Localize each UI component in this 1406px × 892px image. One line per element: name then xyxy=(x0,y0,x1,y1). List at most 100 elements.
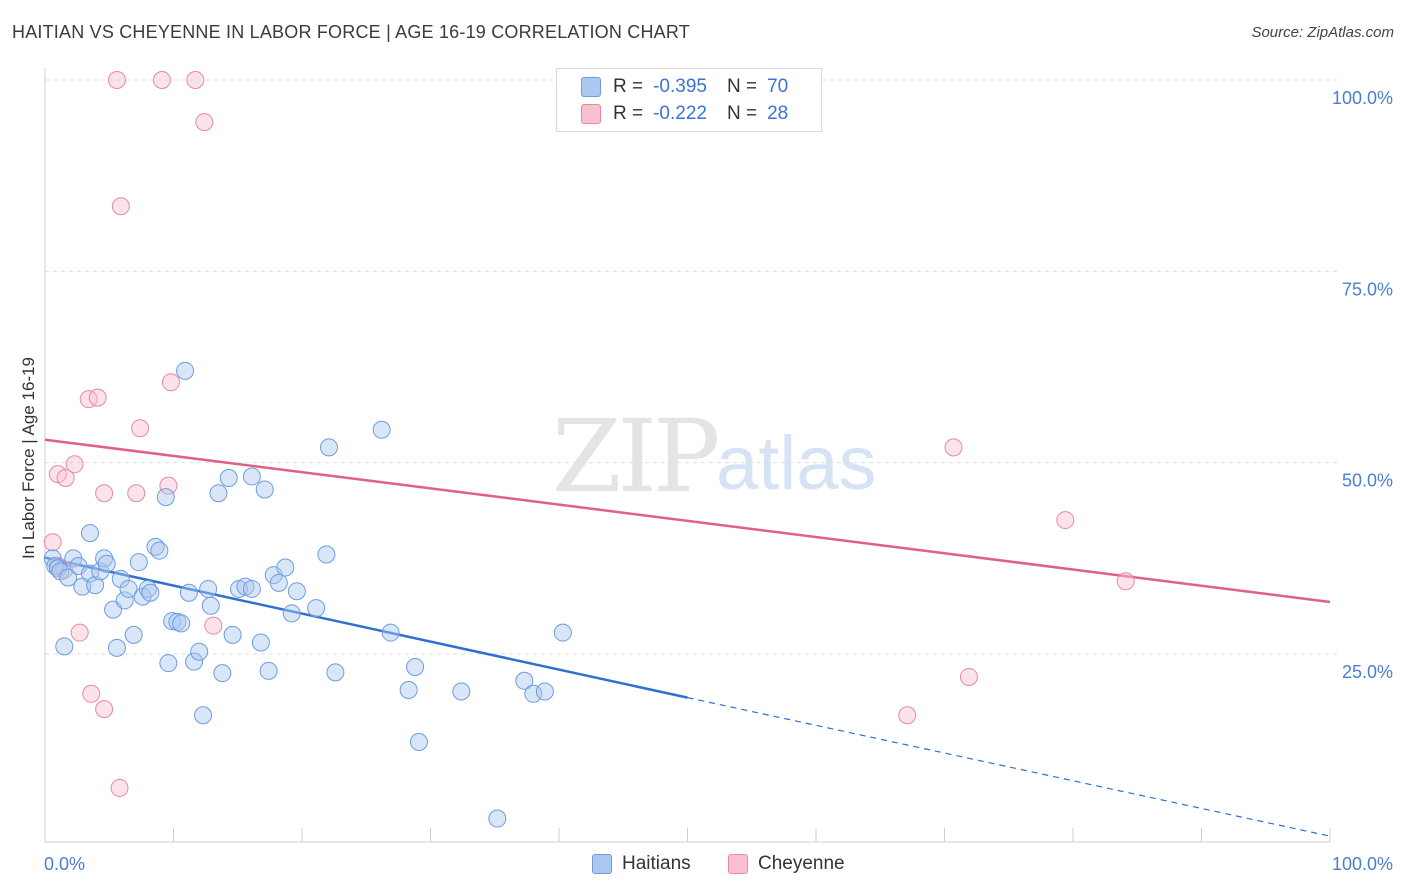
haitians-point xyxy=(409,733,428,752)
legend-n-value-cheyenne: 28 xyxy=(767,103,789,124)
cheyenne-points xyxy=(43,71,1135,797)
haitians-point xyxy=(326,663,345,682)
cheyenne-point xyxy=(43,533,62,552)
haitians-point xyxy=(452,682,471,701)
axes xyxy=(44,68,1331,843)
legend-row-cheyenne: R = -0.222 N = 28 xyxy=(581,101,788,127)
correlation-legend: R = -0.395 N = 70 R = -0.222 N = 28 xyxy=(556,68,822,132)
cheyenne-point xyxy=(161,373,180,392)
cheyenne-swatch xyxy=(581,104,601,124)
haitians-point xyxy=(124,625,143,644)
cheyenne-point xyxy=(65,455,84,474)
haitians-point xyxy=(111,569,130,588)
haitians-legend-label: Haitians xyxy=(622,853,691,874)
cheyenne-point xyxy=(898,706,917,725)
y-tick-label: 100.0% xyxy=(1332,88,1393,108)
y-tick-label: 50.0% xyxy=(1342,471,1393,491)
cheyenne-legend-label: Cheyenne xyxy=(758,853,845,874)
y-tick-label: 75.0% xyxy=(1342,279,1393,299)
cheyenne-point xyxy=(70,623,89,642)
haitians-point xyxy=(287,582,306,601)
haitians-point xyxy=(97,554,116,573)
haitians-point xyxy=(553,623,572,642)
haitians-point xyxy=(185,652,204,671)
cheyenne-point xyxy=(186,71,205,89)
haitians-point xyxy=(255,480,274,499)
cheyenne-point xyxy=(56,468,75,487)
cheyenne-point xyxy=(88,388,107,407)
haitians-point xyxy=(59,568,78,587)
haitians-legend-swatch xyxy=(592,854,612,874)
haitians-point xyxy=(242,579,261,598)
cheyenne-point xyxy=(204,616,223,635)
haitians-point xyxy=(317,545,336,564)
haitians-point xyxy=(199,579,218,598)
cheyenne-legend-swatch xyxy=(728,854,748,874)
haitians-point xyxy=(524,684,543,703)
haitians-trend-extension xyxy=(687,697,1331,837)
cheyenne-point xyxy=(131,419,150,438)
haitians-point xyxy=(141,583,160,602)
haitians-point xyxy=(86,576,105,595)
haitians-point xyxy=(213,664,232,683)
haitians-point xyxy=(276,558,295,577)
watermark-atlas: atlas xyxy=(716,421,877,506)
legend-r-value-haitians: -0.395 xyxy=(653,76,707,97)
source-label: Source: ZipAtlas.com xyxy=(1251,24,1394,41)
x-tick-label: 100.0% xyxy=(1332,854,1393,874)
haitians-point xyxy=(107,638,126,657)
haitians-point xyxy=(307,599,326,618)
cheyenne-point xyxy=(95,484,114,503)
cheyenne-point xyxy=(195,113,214,132)
haitians-point xyxy=(406,658,425,677)
cheyenne-point xyxy=(152,71,171,89)
haitians-point xyxy=(242,467,261,486)
legend-row-haitians: R = -0.395 N = 70 xyxy=(581,74,788,100)
cheyenne-point xyxy=(110,778,129,797)
y-axis-label: In Labor Force | Age 16-19 xyxy=(19,357,38,559)
cheyenne-point xyxy=(82,684,101,703)
haitians-point xyxy=(194,706,213,725)
cheyenne-point xyxy=(159,476,178,495)
haitians-point xyxy=(399,680,418,699)
haitians-points xyxy=(43,361,572,828)
haitians-point xyxy=(150,541,169,560)
watermark-zip: ZIP xyxy=(552,398,720,515)
chart-title: HAITIAN VS CHEYENNE IN LABOR FORCE | AGE… xyxy=(12,22,690,42)
cheyenne-point xyxy=(95,700,114,719)
haitians-point xyxy=(488,809,507,828)
haitians-point xyxy=(176,361,195,380)
cheyenne-point xyxy=(107,71,126,89)
haitians-point xyxy=(319,438,338,457)
haitians-point xyxy=(46,556,65,575)
haitians-point xyxy=(80,524,99,543)
haitians-swatch xyxy=(581,77,601,97)
haitians-point xyxy=(129,553,148,572)
y-tick-label: 25.0% xyxy=(1342,662,1393,682)
cheyenne-point xyxy=(944,438,963,457)
tick-labels: 25.0% 50.0% 75.0% 100.0% 0.0% 100.0% xyxy=(44,88,1393,874)
haitians-point xyxy=(119,579,138,598)
x-tick-label: 0.0% xyxy=(44,854,85,874)
haitians-point xyxy=(55,637,74,656)
legend-n-value-haitians: 70 xyxy=(767,76,789,97)
haitians-trend-line xyxy=(44,556,688,699)
haitians-point xyxy=(159,654,178,673)
cheyenne-point xyxy=(79,390,98,409)
cheyenne-point xyxy=(127,484,146,503)
cheyenne-point xyxy=(1116,572,1135,591)
haitians-point xyxy=(190,642,209,661)
grid-lines xyxy=(45,79,1338,655)
haitians-point xyxy=(372,420,391,439)
haitians-point xyxy=(115,591,134,610)
haitians-point xyxy=(535,682,554,701)
haitians-point xyxy=(172,614,191,633)
haitians-point xyxy=(259,661,278,680)
legend-r-value-cheyenne: -0.222 xyxy=(653,103,707,124)
cheyenne-point xyxy=(959,667,978,686)
haitians-point xyxy=(223,625,242,644)
haitians-point xyxy=(209,484,228,503)
bottom-legend-haitians: Haitians xyxy=(592,852,691,876)
haitians-point xyxy=(381,623,400,642)
